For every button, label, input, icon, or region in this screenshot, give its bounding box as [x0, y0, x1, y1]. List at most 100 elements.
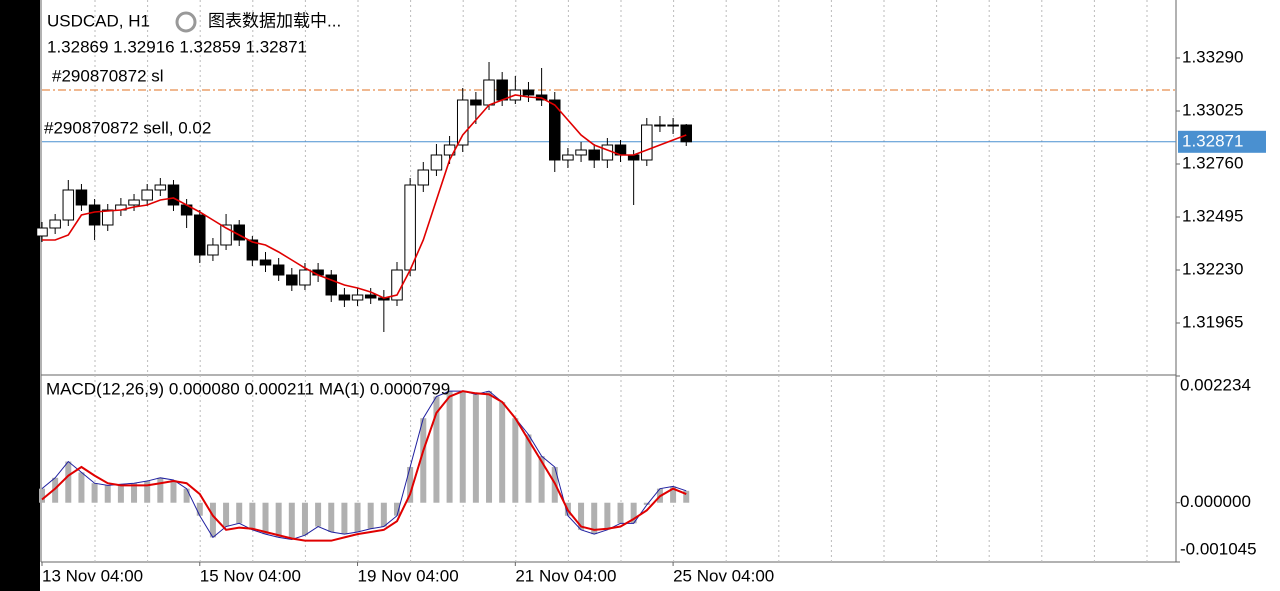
- macd-bar: [367, 502, 374, 529]
- candle-body: [286, 274, 298, 286]
- candle-body: [417, 169, 430, 186]
- macd-bar: [420, 418, 427, 503]
- candle-body: [575, 149, 587, 156]
- candle-body: [351, 294, 364, 301]
- macd-bar: [538, 456, 545, 503]
- moving-average: [42, 94, 687, 299]
- macd-bar: [131, 483, 138, 503]
- y-tick-label: 1.33290: [1182, 47, 1243, 66]
- macd-bar: [525, 434, 532, 503]
- macd-bar: [341, 502, 348, 535]
- macd-bar: [157, 477, 164, 503]
- plot: #290870872 sl #290870872 sell, 0.02: [36, 62, 1176, 542]
- candle-body: [456, 99, 469, 146]
- x-tick-label: 13 Nov 04:00: [42, 566, 143, 585]
- macd-bar: [301, 502, 308, 536]
- macd-bar: [578, 502, 585, 530]
- signal-line: [41, 390, 687, 542]
- macd-bar: [39, 488, 45, 503]
- y-tick-label: 1.32760: [1182, 153, 1243, 172]
- macd-bar: [91, 483, 98, 503]
- candle-body: [49, 219, 61, 229]
- candle-body: [167, 184, 180, 206]
- candle-body: [470, 99, 482, 106]
- macd-line: [41, 390, 687, 541]
- macd-bar: [407, 466, 414, 503]
- x-tick-label: 19 Nov 04:00: [358, 566, 459, 585]
- macd-bar: [630, 502, 637, 524]
- candle-body: [128, 199, 140, 206]
- macd-bar: [617, 502, 624, 524]
- candle-body: [562, 154, 574, 161]
- macd-bar: [170, 479, 177, 503]
- order-label: #290870872 sell, 0.02: [44, 118, 211, 137]
- candle-body: [483, 79, 495, 106]
- candle-body: [207, 244, 219, 256]
- candle-body: [364, 294, 377, 299]
- macd-bar: [393, 502, 400, 516]
- macd-bar: [183, 488, 190, 503]
- y-tick-label: 1.31965: [1182, 312, 1243, 331]
- macd-bar: [486, 391, 493, 503]
- macd-bar: [196, 502, 203, 516]
- candle-body: [220, 224, 232, 246]
- macd-bar: [288, 502, 295, 540]
- y-tick-label: 1.32495: [1182, 206, 1243, 225]
- macd-bar: [670, 486, 677, 503]
- y-tick-label: 0.000000: [1180, 492, 1251, 511]
- x-tick-label: 21 Nov 04:00: [515, 566, 616, 585]
- x-tick-label: 25 Nov 04:00: [673, 566, 774, 585]
- candle-body: [299, 269, 311, 286]
- macd-bar: [52, 477, 59, 503]
- candle-body: [654, 124, 666, 127]
- macd-bar: [380, 502, 387, 527]
- macd-bar: [78, 472, 85, 503]
- macd-bar: [236, 502, 243, 524]
- macd-bar: [459, 391, 466, 503]
- macd-bar: [144, 481, 151, 503]
- grid: [94, 0, 1148, 562]
- current-price: 1.32871: [1182, 131, 1243, 150]
- candle-body: [430, 154, 443, 171]
- macd-bar: [65, 461, 72, 503]
- candle-body: [641, 124, 653, 161]
- candle-body: [36, 227, 48, 237]
- macd-bar: [604, 502, 611, 530]
- macd-bar: [328, 502, 335, 532]
- y-tick-label: 0.002234: [1180, 375, 1251, 394]
- macd-bar: [354, 502, 361, 532]
- spinner: [175, 11, 197, 33]
- candle-body: [272, 264, 285, 276]
- candle-body: [667, 124, 679, 127]
- candle-body: [246, 239, 259, 261]
- price-tag: [1178, 130, 1266, 153]
- candle-body: [404, 184, 416, 271]
- y-tick-label: 1.32230: [1182, 259, 1243, 278]
- x-tick-label: 15 Nov 04:00: [200, 566, 301, 585]
- candle-body: [588, 149, 600, 161]
- candle-body: [75, 189, 88, 206]
- macd-bar: [275, 502, 282, 538]
- macd-bar: [223, 502, 230, 527]
- macd-bar: [643, 502, 650, 505]
- macd-bar: [472, 394, 479, 503]
- candle-body: [496, 79, 508, 101]
- macd-bar: [104, 485, 111, 503]
- order-label: #290870872 sl: [52, 66, 164, 85]
- macd-bar: [209, 502, 216, 538]
- symbol: USDCAD, H1: [47, 11, 150, 30]
- left-bar: [0, 0, 40, 591]
- candle-body: [101, 209, 114, 226]
- macd-bar: [249, 502, 256, 530]
- candle-body: [338, 294, 351, 301]
- candle-body: [325, 274, 338, 296]
- macd-title: MACD(12,26,9) 0.000080 0.000211 MA(1) 0.…: [46, 379, 450, 398]
- macd-bar: [512, 418, 519, 503]
- candle-body: [154, 184, 167, 191]
- candle-body: [601, 144, 614, 161]
- candle-body: [680, 124, 693, 143]
- macd-bar: [117, 484, 124, 503]
- candle-body: [259, 259, 272, 266]
- macd-bar: [499, 401, 506, 503]
